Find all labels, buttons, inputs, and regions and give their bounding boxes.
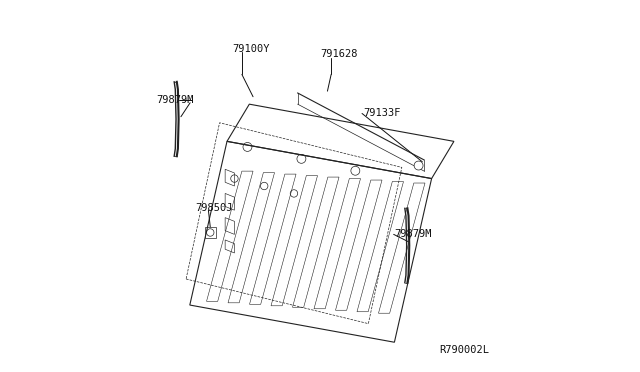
Text: 79850J: 79850J (195, 203, 233, 213)
Text: 79879M: 79879M (394, 230, 432, 239)
Text: 79100Y: 79100Y (232, 44, 270, 54)
Circle shape (414, 161, 423, 170)
Text: 79133F: 79133F (363, 109, 400, 118)
Text: 791628: 791628 (320, 49, 358, 59)
Text: 79879M: 79879M (156, 96, 194, 105)
Text: R790002L: R790002L (439, 345, 489, 355)
